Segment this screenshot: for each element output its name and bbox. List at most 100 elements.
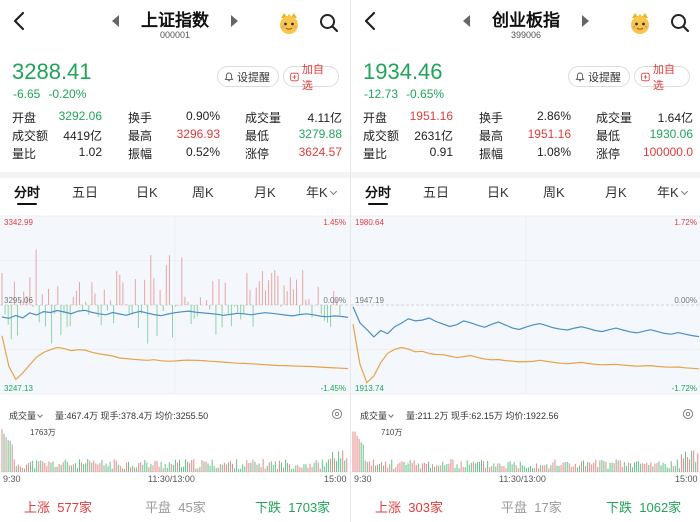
- price-change: -6.65 -0.20%: [13, 87, 86, 101]
- stat-value: 100000.0: [642, 145, 693, 159]
- market-breadth: 上涨 303家 平盘 17家 下跌 1062家: [351, 497, 700, 517]
- tab-5[interactable]: 年K: [657, 182, 688, 201]
- volume-selector[interactable]: 成交量: [360, 409, 394, 422]
- stats-row: 成交额 2631亿 最高 1951.16 最低 1930.06: [363, 127, 693, 145]
- stat-value: 1.02: [78, 145, 102, 159]
- tab-0[interactable]: 分时: [14, 182, 40, 205]
- next-index-icon[interactable]: [582, 15, 589, 27]
- set-alert-label: 设提醒: [588, 71, 621, 84]
- stat-value: 3292.06: [58, 109, 102, 123]
- pct-axis-mid: 0.00%: [323, 296, 346, 305]
- volume-chart[interactable]: 710万: [351, 425, 700, 473]
- tab-2[interactable]: 日K: [136, 185, 158, 200]
- stat-label: 涨停: [596, 147, 621, 161]
- previous-index-icon[interactable]: [463, 15, 470, 27]
- decliners: 下跌 1703家: [255, 500, 331, 515]
- stat-value: 0.90%: [185, 109, 220, 123]
- tab-5[interactable]: 年K: [306, 182, 337, 201]
- volume-toolbar: 成交量 量:467.4万 现手:378.4万 均价:3255.50: [0, 405, 350, 423]
- stat-value: 3296.93: [176, 127, 220, 141]
- back-arrow-icon[interactable]: [361, 10, 381, 32]
- header: 上证指数 000001: [0, 0, 350, 48]
- time-mid: 11:30/13:00: [148, 474, 195, 484]
- mascot-icon[interactable]: [628, 11, 652, 35]
- volume-info: 量:211.2万 现手:62.15万 均价:1922.56: [406, 409, 558, 422]
- set-alert-button[interactable]: 设提醒: [217, 66, 279, 87]
- previous-index-icon[interactable]: [112, 15, 119, 27]
- time-start: 9:30: [3, 474, 21, 484]
- page-title: 创业板指: [492, 11, 560, 30]
- stat-value: 1.64亿: [657, 111, 693, 125]
- stat-label: 量比: [12, 147, 37, 161]
- set-alert-label: 设提醒: [237, 71, 270, 84]
- volume-selector[interactable]: 成交量: [9, 409, 43, 422]
- price-line: [1, 309, 349, 319]
- volume-label: 成交量: [9, 411, 37, 421]
- average-price-line: [1, 335, 349, 381]
- chevron-down-icon: [388, 412, 394, 418]
- volume-max: 710万: [381, 428, 402, 437]
- stat-label: 量比: [363, 147, 388, 161]
- y-axis-bottom: 1913.74: [355, 384, 384, 393]
- add-watchlist-button[interactable]: 加自选: [283, 64, 339, 92]
- volume-chart[interactable]: 1763万: [0, 425, 350, 473]
- y-axis-top: 1980.64: [355, 218, 384, 227]
- volume-total: 量:211.2万: [406, 411, 449, 421]
- gear-icon[interactable]: [331, 408, 343, 420]
- stats-row: 量比 0.91 振幅 1.08% 涨停 100000.0: [363, 145, 693, 163]
- tab-3[interactable]: 周K: [192, 185, 214, 200]
- stat-label: 换手: [479, 111, 504, 125]
- tab-1[interactable]: 五日: [423, 185, 450, 200]
- tab-3[interactable]: 周K: [543, 185, 565, 200]
- tab-4[interactable]: 月K: [254, 185, 276, 200]
- chart-tabs: 分时 五日 日K 周K 月K 年K: [0, 182, 350, 206]
- quote-panel-chinext: 创业板指 399006 1934.46 -12.73 -0.65% 设提醒: [350, 0, 700, 522]
- add-watchlist-button[interactable]: 加自选: [634, 64, 690, 92]
- stat-value: 1930.06: [649, 127, 693, 141]
- set-alert-button[interactable]: 设提醒: [568, 66, 630, 87]
- unchanged: 平盘 45家: [145, 500, 206, 515]
- gear-icon[interactable]: [682, 408, 694, 420]
- chevron-down-icon: [329, 187, 337, 196]
- change-percent: -0.65%: [406, 87, 445, 101]
- volume-current: 现手:378.4万: [100, 411, 153, 421]
- y-axis-mid: 3295.06: [4, 296, 33, 305]
- chart-tabs: 分时 五日 日K 周K 月K 年K: [351, 182, 700, 206]
- pct-axis-bottom: -1.72%: [672, 384, 697, 393]
- intraday-chart[interactable]: 1980.64 1947.19 1913.74 1.72% 0.00% -1.72%: [351, 208, 700, 404]
- average-price: 均价:3255.50: [155, 411, 209, 421]
- next-index-icon[interactable]: [231, 15, 238, 27]
- volume-current: 现手:62.15万: [450, 411, 503, 421]
- stat-value: 1951.16: [527, 127, 571, 141]
- tab-4[interactable]: 月K: [605, 185, 627, 200]
- stat-label: 成交量: [596, 111, 633, 125]
- stat-label: 涨停: [245, 147, 270, 161]
- stat-value: 3624.57: [298, 145, 342, 159]
- search-icon[interactable]: [669, 12, 691, 34]
- intraday-chart[interactable]: 3342.99 3295.06 3247.13 1.45% 0.00% -1.45%: [0, 208, 350, 404]
- change-value: -12.73: [364, 87, 399, 101]
- tab-1[interactable]: 五日: [72, 185, 99, 200]
- add-watchlist-label: 加自选: [301, 63, 324, 92]
- last-price: 1934.46: [363, 59, 443, 84]
- stat-value: 1951.16: [409, 109, 453, 123]
- mascot-icon[interactable]: [277, 11, 301, 35]
- plus-box-icon: [641, 72, 650, 81]
- stat-value: 4419亿: [63, 129, 102, 143]
- volume-label: 成交量: [360, 411, 388, 421]
- change-value: -6.65: [13, 87, 41, 101]
- quote-stats: 开盘 1951.16 换手 2.86% 成交量 1.64亿 成交额 2631亿 最高 1951.1…: [363, 109, 693, 163]
- quote-panel-shanghai: 上证指数 000001 3288.41 -6.65 -0.20% 设提醒: [0, 0, 350, 515]
- stat-label: 最高: [479, 129, 504, 143]
- divider: [351, 172, 700, 178]
- price-line: [352, 306, 700, 338]
- stats-row: 量比 1.02 振幅 0.52% 涨停 3624.57: [12, 145, 342, 163]
- back-arrow-icon[interactable]: [10, 10, 30, 32]
- y-axis-top: 3342.99: [4, 218, 33, 227]
- tab-2[interactable]: 日K: [487, 185, 509, 200]
- tab-0[interactable]: 分时: [365, 182, 391, 205]
- y-axis-mid: 1947.19: [355, 296, 384, 305]
- search-icon[interactable]: [318, 12, 340, 34]
- decliners: 下跌 1062家: [606, 500, 682, 515]
